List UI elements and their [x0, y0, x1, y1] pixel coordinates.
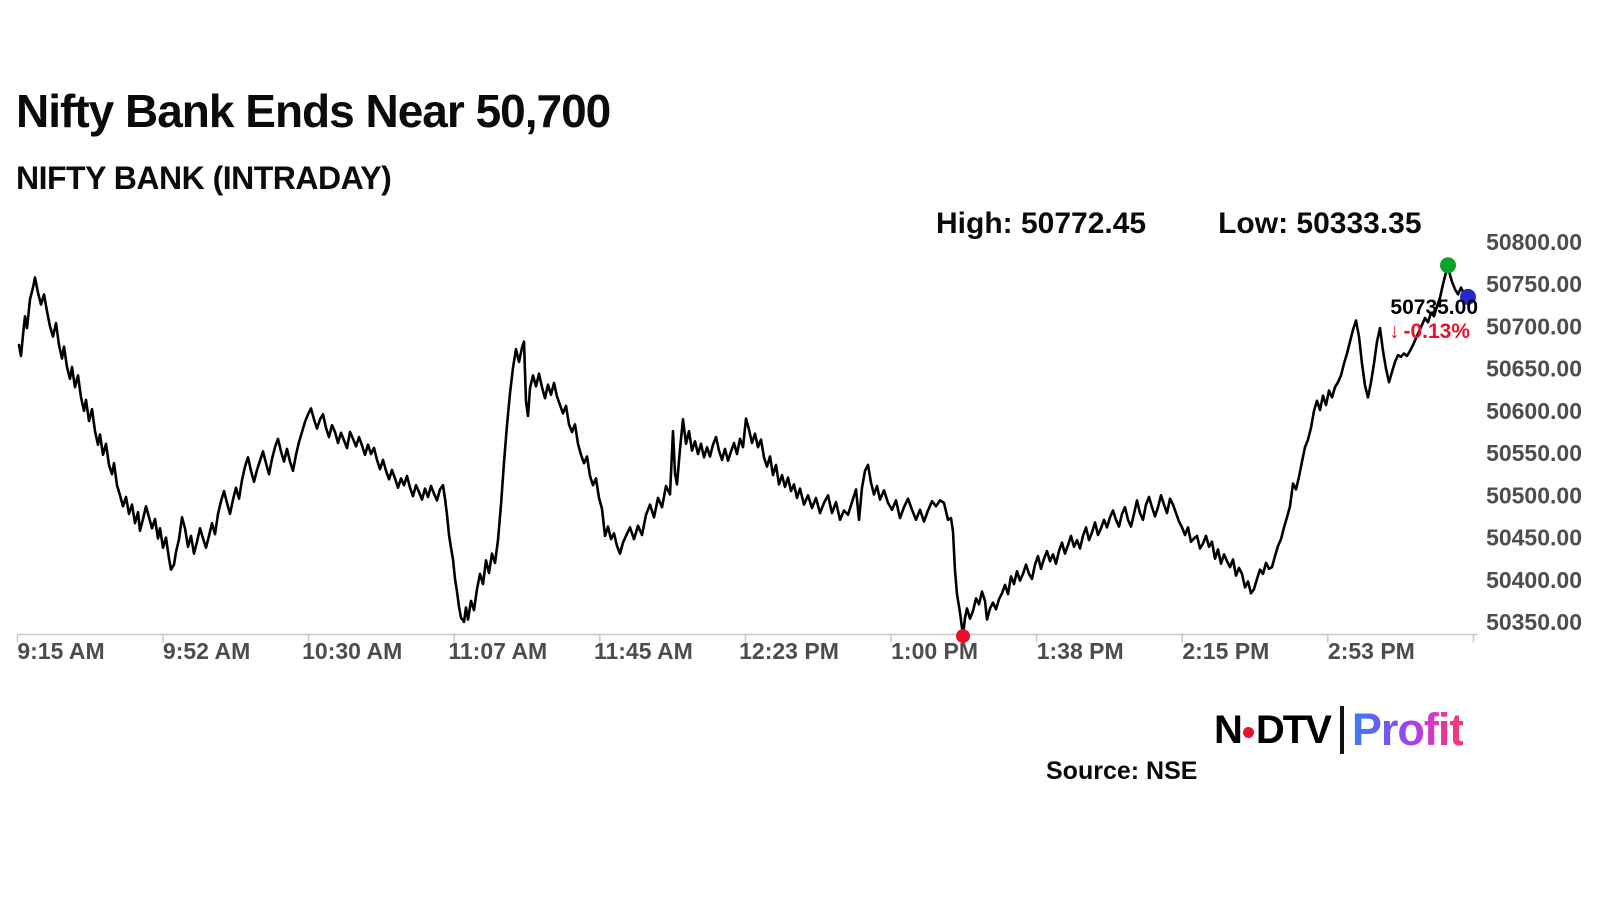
low-marker-dot [956, 629, 970, 644]
change-percent: ↓ -0.13% [1389, 320, 1478, 344]
y-axis-label: 50450.00 [1486, 525, 1582, 551]
profit-wordmark: Profit [1351, 704, 1464, 755]
down-arrow-icon: ↓ [1388, 320, 1400, 344]
y-axis-label: 50350.00 [1486, 609, 1582, 635]
x-axis-label: 9:52 AM [163, 638, 250, 664]
close-marker-dot [1460, 288, 1476, 305]
x-axis-label: 1:38 PM [1037, 638, 1124, 664]
y-axis-label: 50400.00 [1486, 567, 1582, 593]
last-price-annotation: 50735.00 ↓ -0.13% [1389, 296, 1478, 344]
x-axis-label: 9:15 AM [17, 638, 104, 664]
high-marker-dot [1440, 257, 1456, 274]
x-axis-label: 10:30 AM [302, 638, 402, 664]
last-price-value: 50735.00 [1390, 296, 1478, 319]
y-axis-label: 50600.00 [1486, 398, 1582, 424]
y-axis-label: 50700.00 [1486, 313, 1582, 339]
x-axis-label: 2:15 PM [1182, 638, 1269, 664]
y-axis-label: 50500.00 [1486, 482, 1582, 508]
page-title: Nifty Bank Ends Near 50,700 [16, 85, 611, 137]
ndtv-letters-dtv: DTV [1255, 707, 1332, 752]
y-axis-label: 50750.00 [1486, 271, 1582, 297]
ndtv-profit-logo: N DTV Profit [1214, 704, 1464, 756]
ndtv-letter-n: N [1214, 707, 1243, 752]
price-line [17, 264, 1470, 637]
y-axis-label: 50800.00 [1486, 229, 1582, 255]
x-axis-label: 11:45 AM [594, 638, 693, 664]
x-axis-label: 12:23 PM [739, 638, 839, 664]
x-axis-label: 1:00 PM [891, 638, 978, 664]
change-value: -0.13% [1403, 320, 1470, 344]
ndtv-red-dot-icon [1242, 727, 1254, 738]
chart-subtitle: NIFTY BANK (INTRADAY) [16, 160, 392, 196]
high-value: High: 50772.45 [936, 207, 1147, 240]
low-value: Low: 50333.35 [1218, 207, 1422, 240]
high-low-stats: High: 50772.45 Low: 50333.35 [936, 207, 1422, 241]
x-axis-label: 11:07 AM [448, 638, 547, 664]
y-axis-label: 50650.00 [1486, 356, 1582, 382]
source-attribution: Source: NSE [1046, 757, 1198, 785]
ndtv-wordmark: N DTV [1214, 707, 1332, 753]
logo-divider [1339, 706, 1344, 754]
y-axis-label: 50550.00 [1486, 440, 1582, 466]
x-axis-label: 2:53 PM [1328, 638, 1415, 664]
